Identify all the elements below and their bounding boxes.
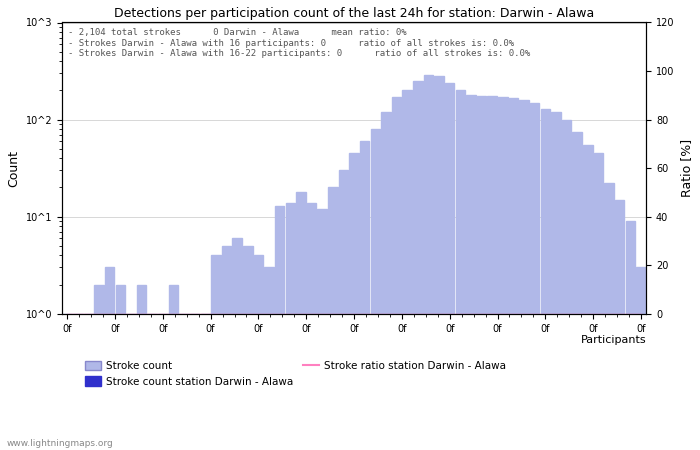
Bar xyxy=(392,97,401,450)
Bar xyxy=(551,112,561,450)
Bar xyxy=(477,96,486,450)
Bar xyxy=(328,188,337,450)
Bar xyxy=(456,90,465,450)
Y-axis label: Ratio [%]: Ratio [%] xyxy=(680,139,693,197)
Bar xyxy=(94,284,104,450)
Bar xyxy=(136,284,146,450)
Bar xyxy=(540,108,550,450)
Bar xyxy=(530,103,540,450)
Bar xyxy=(200,314,210,450)
Text: www.lightningmaps.org: www.lightningmaps.org xyxy=(7,439,113,448)
Bar xyxy=(583,145,593,450)
Text: - 2,104 total strokes      0 Darwin - Alawa      mean ratio: 0%
- Strokes Darwin: - 2,104 total strokes 0 Darwin - Alawa m… xyxy=(68,28,530,58)
Bar xyxy=(509,99,518,450)
Bar xyxy=(126,314,136,450)
Bar xyxy=(232,238,242,450)
Bar xyxy=(148,314,157,450)
X-axis label: Participants: Participants xyxy=(581,335,646,345)
Bar xyxy=(604,184,614,450)
Bar xyxy=(487,96,497,450)
Bar xyxy=(307,202,316,450)
Bar xyxy=(615,200,624,450)
Bar xyxy=(190,314,200,450)
Bar xyxy=(179,314,189,450)
Bar xyxy=(382,112,391,450)
Legend: Stroke count, Stroke count station Darwin - Alawa, Stroke ratio station Darwin -: Stroke count, Stroke count station Darwi… xyxy=(80,357,510,391)
Bar xyxy=(73,314,83,450)
Bar xyxy=(296,192,306,450)
Bar xyxy=(275,206,284,450)
Bar xyxy=(445,83,454,450)
Title: Detections per participation count of the last 24h for station: Darwin - Alawa: Detections per participation count of th… xyxy=(114,7,594,20)
Bar xyxy=(594,153,603,450)
Bar xyxy=(158,314,167,450)
Bar xyxy=(626,221,635,450)
Bar xyxy=(243,246,253,450)
Bar xyxy=(105,267,114,450)
Bar xyxy=(434,76,444,450)
Bar xyxy=(402,90,412,450)
Bar xyxy=(424,75,433,450)
Bar xyxy=(211,255,220,450)
Bar xyxy=(370,129,380,450)
Bar xyxy=(413,81,423,450)
Bar xyxy=(253,255,263,450)
Bar xyxy=(573,132,582,450)
Bar xyxy=(62,314,72,450)
Bar xyxy=(636,267,645,450)
Bar xyxy=(116,284,125,450)
Bar xyxy=(222,246,231,450)
Bar xyxy=(360,141,370,450)
Bar xyxy=(317,209,327,450)
Bar xyxy=(519,100,529,450)
Bar xyxy=(466,95,476,450)
Bar xyxy=(349,153,359,450)
Bar xyxy=(83,314,93,450)
Bar xyxy=(265,267,274,450)
Bar xyxy=(169,284,178,450)
Y-axis label: Count: Count xyxy=(7,150,20,187)
Bar xyxy=(498,97,508,450)
Bar xyxy=(562,120,571,450)
Bar xyxy=(286,202,295,450)
Bar xyxy=(339,171,348,450)
